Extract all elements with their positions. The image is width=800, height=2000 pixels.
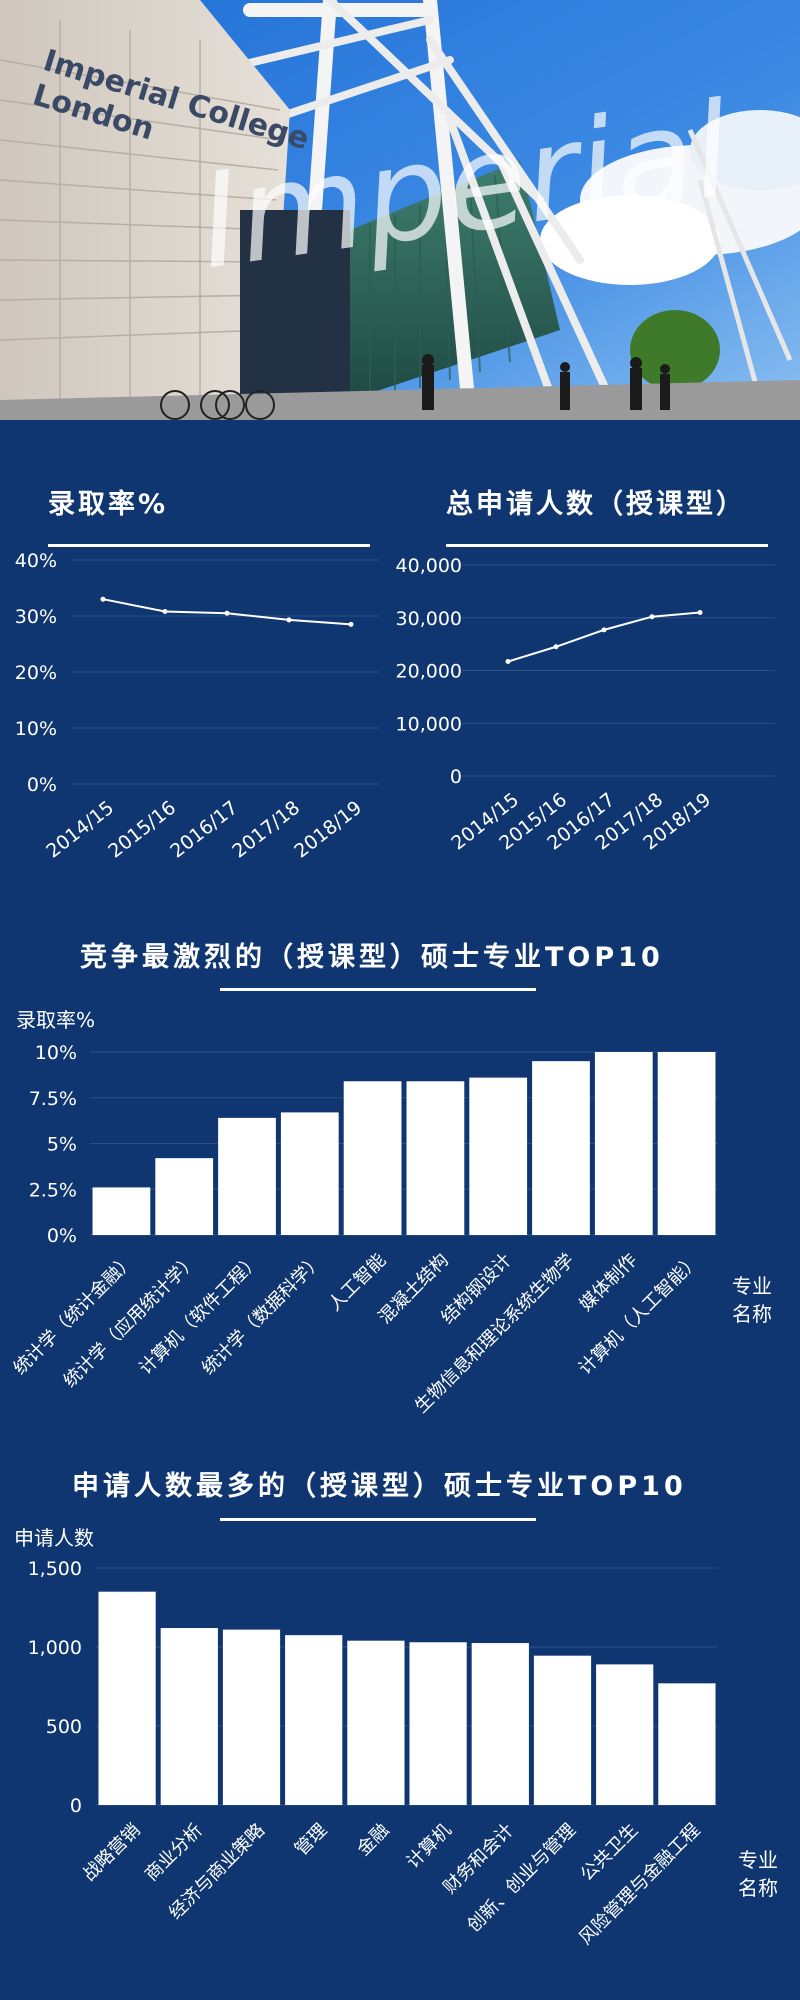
bar [222,1629,281,1805]
y-tick-label: 10,000 [396,713,462,735]
admission-rate-rule [48,544,370,547]
data-point [162,609,168,615]
data-point [100,596,106,602]
popular-xunit-line1: 专业 [738,1848,778,1872]
x-tick-label: 2014/15 [42,797,118,863]
bar [280,1112,339,1235]
data-point [286,617,292,623]
bar [285,1635,343,1805]
data-point [505,659,511,665]
y-tick-label: 0% [27,774,57,796]
popular-rule [220,1518,536,1521]
y-tick-label: 0 [450,766,462,788]
y-tick-label: 30% [15,606,57,628]
competitive-xunit: 专业 名称 [732,1272,772,1328]
bar [218,1117,276,1235]
bar [98,1591,156,1805]
x-tick-label: 2017/18 [228,797,304,863]
competitive-chart: 0%2.5%5%7.5%10%统计学（统计金融）统计学（应用统计学）计算机（软件… [10,1042,718,1417]
cloud [540,195,720,285]
y-tick-label: 0% [47,1225,77,1247]
popular-ylabel: 申请人数 [14,1526,94,1550]
x-tick-label: 媒体制作 [576,1250,642,1316]
competitive-ylabel: 录取率% [16,1008,96,1032]
y-tick-label: 30,000 [396,608,462,630]
bar [155,1158,214,1235]
popular-xunit: 专业 名称 [738,1846,778,1902]
x-tick-label: 创新、创业与管理 [463,1820,580,1937]
entrance-glass [240,210,350,410]
y-tick-label: 500 [46,1716,82,1738]
x-tick-label: 管理 [291,1820,331,1860]
applicants-rule [446,544,768,547]
admission-rate-chart: 0% 10% 20% 30% 40% 2014/152015/162016/172017/… [15,550,380,863]
pavement [0,380,800,420]
bar [532,1061,590,1235]
popular-title: 申请人数最多的（授课型）硕士专业TOP10 [72,1471,687,1502]
data-point [649,614,655,620]
y-tick-label: 40,000 [396,555,462,577]
x-tick-label: 2016/17 [166,797,242,863]
bar [406,1081,465,1235]
data-point [348,621,354,627]
y-tick-label: 1,000 [28,1637,82,1659]
y-tick-label: 1,500 [28,1558,82,1580]
bar [471,1643,529,1805]
data-point [224,610,230,616]
y-tick-label: 10% [35,1042,77,1064]
data-point [601,627,607,633]
admission-rate-title: 录取率% [48,489,169,520]
bar [469,1077,528,1235]
bar [596,1664,654,1805]
x-tick-label: 2018/19 [290,797,366,863]
competitive-xunit-line2: 名称 [732,1302,772,1326]
bar [658,1683,716,1805]
bar [657,1052,716,1235]
hero-photo: Imperial College London Imperial [0,0,800,420]
x-tick-label: 计算机（人工智能） [575,1250,704,1379]
applicants-chart: 010,00020,00030,00040,0002014/152015/162… [396,555,775,855]
bar [160,1628,218,1805]
bar [343,1081,402,1235]
x-tick-label: 2015/16 [104,797,180,863]
competitive-title: 竞争最激烈的（授课型）硕士专业TOP10 [80,942,664,973]
series-line [507,611,701,663]
x-tick-label: 金融 [353,1820,393,1860]
x-tick-label: 人工智能 [324,1250,390,1316]
x-tick-label: 战略营销 [79,1820,145,1886]
competitive-xunit-line1: 专业 [732,1274,772,1298]
applicants-title: 总申请人数（授课型） [446,489,746,520]
x-tick-label: 计算机（软件工程） [135,1250,264,1379]
y-tick-label: 2.5% [29,1179,77,1201]
y-tick-label: 7.5% [29,1088,77,1110]
data-point [697,609,703,615]
data-point [553,644,559,650]
bar [92,1187,151,1235]
y-tick-label: 20% [15,662,57,684]
pedestrians [422,354,670,410]
tree [630,310,720,390]
bicycles [160,390,275,420]
y-tick-label: 5% [47,1134,77,1156]
competitive-rule [220,988,536,991]
x-tick-label: 计算机 [403,1820,456,1873]
bar [594,1052,653,1235]
bar [347,1640,405,1805]
y-tick-label: 40% [15,550,57,572]
bar [409,1642,467,1805]
y-tick-label: 20,000 [396,661,462,683]
bar [533,1655,592,1805]
x-tick-label: 统计学（统计金融） [10,1250,139,1379]
cloud [690,110,800,190]
y-tick-label: 10% [15,718,57,740]
stone-building [0,0,290,420]
x-tick-label: 风险管理与金融工程 [575,1820,704,1949]
y-tick-label: 0 [70,1795,82,1817]
popular-xunit-line2: 名称 [738,1876,778,1900]
x-tick-label: 统计学（数据科学） [198,1250,327,1379]
